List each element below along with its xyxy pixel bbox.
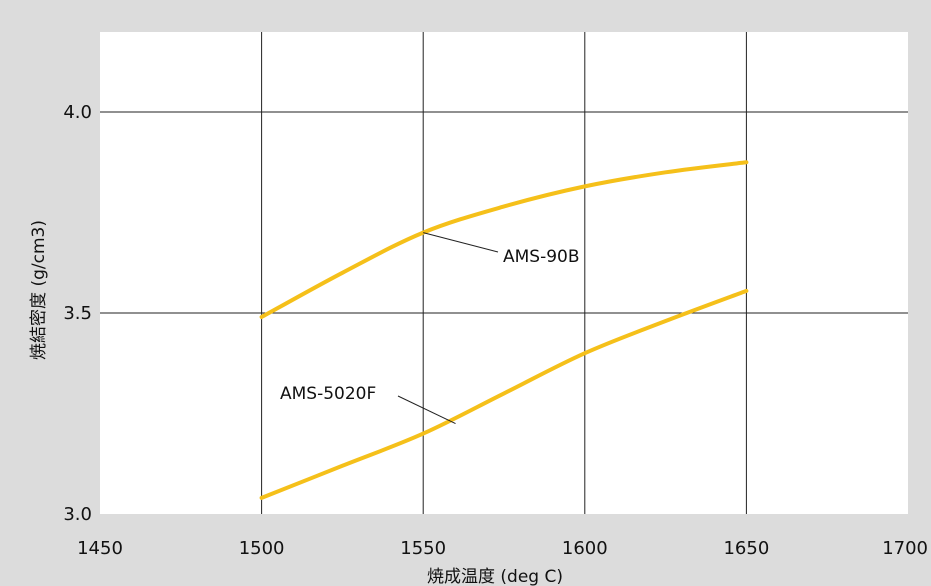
- leader-line-1: [397, 395, 456, 425]
- x-tick-labels: 1450 1500 1550 1600 1650 1700: [77, 538, 928, 559]
- y-tick-label-4.0: 4.0: [63, 102, 92, 123]
- series-label-1: AMS-5020F: [280, 384, 376, 404]
- y-tick-label-3.5: 3.5: [63, 303, 92, 324]
- series-line-1: [259, 288, 749, 500]
- x-tick-label-1600: 1600: [562, 538, 608, 559]
- label-leader-lines: [397, 232, 499, 425]
- series-line-0: [259, 160, 749, 320]
- series-labels: AMS-90B AMS-5020F: [280, 247, 580, 404]
- grid-lines: [100, 32, 908, 514]
- y-tick-labels: 3.0 3.5 4.0: [63, 102, 92, 525]
- x-axis-title: 焼成温度 (deg C): [427, 567, 563, 586]
- x-tick-label-1450: 1450: [77, 538, 123, 559]
- x-tick-label-1700: 1700: [882, 538, 928, 559]
- y-tick-label-3.0: 3.0: [63, 504, 92, 525]
- x-tick-label-1650: 1650: [723, 538, 769, 559]
- x-tick-label-1500: 1500: [239, 538, 285, 559]
- y-axis-title: 焼結密度 (g/cm3): [29, 220, 49, 360]
- plot-area: [100, 32, 908, 514]
- x-tick-label-1550: 1550: [400, 538, 446, 559]
- leader-line-0: [423, 232, 499, 253]
- series-label-0: AMS-90B: [503, 247, 580, 267]
- series-lines: [259, 160, 749, 500]
